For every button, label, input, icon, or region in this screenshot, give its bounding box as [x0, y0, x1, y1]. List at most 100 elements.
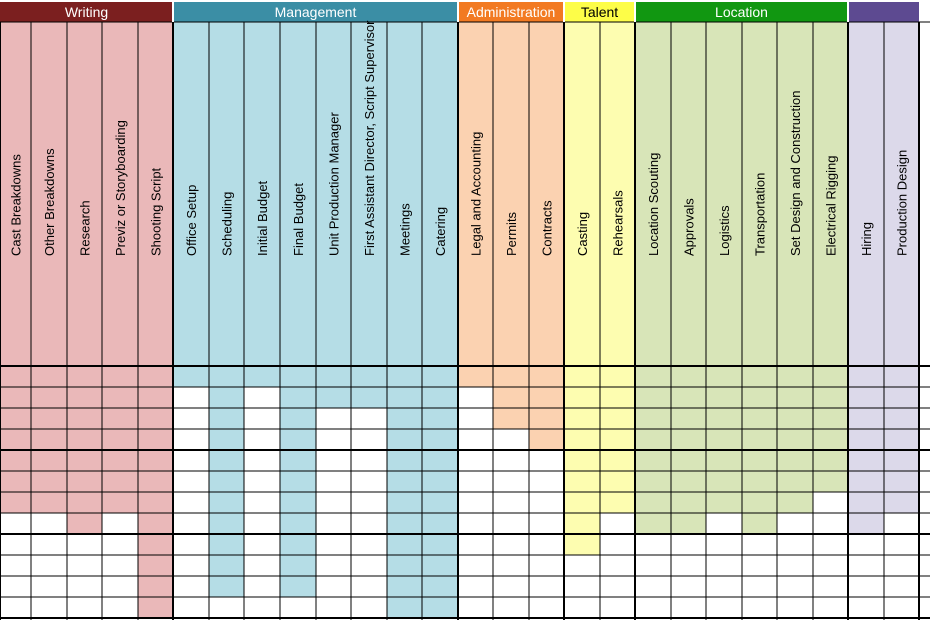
filled-cell[interactable] — [848, 429, 884, 450]
filled-cell[interactable] — [67, 366, 102, 387]
category-header-administration[interactable] — [458, 2, 564, 22]
filled-cell[interactable] — [31, 366, 67, 387]
filled-cell[interactable] — [564, 408, 600, 429]
filled-cell[interactable] — [600, 408, 635, 429]
filled-cell[interactable] — [848, 513, 884, 534]
filled-cell[interactable] — [600, 471, 635, 492]
filled-cell[interactable] — [671, 387, 706, 408]
filled-cell[interactable] — [387, 471, 422, 492]
filled-cell[interactable] — [0, 471, 31, 492]
filled-cell[interactable] — [600, 492, 635, 513]
column-header-other-breakdowns[interactable] — [31, 22, 67, 366]
filled-cell[interactable] — [742, 429, 777, 450]
filled-cell[interactable] — [67, 513, 102, 534]
category-header-management[interactable] — [173, 2, 458, 22]
filled-cell[interactable] — [280, 429, 316, 450]
filled-cell[interactable] — [67, 471, 102, 492]
column-header-rehearsals[interactable] — [600, 22, 635, 366]
filled-cell[interactable] — [280, 366, 316, 387]
filled-cell[interactable] — [884, 366, 919, 387]
filled-cell[interactable] — [671, 429, 706, 450]
filled-cell[interactable] — [67, 492, 102, 513]
filled-cell[interactable] — [67, 429, 102, 450]
filled-cell[interactable] — [209, 513, 244, 534]
category-header-unnamed[interactable] — [848, 2, 919, 22]
filled-cell[interactable] — [671, 471, 706, 492]
filled-cell[interactable] — [422, 450, 458, 471]
filled-cell[interactable] — [422, 387, 458, 408]
filled-cell[interactable] — [671, 513, 706, 534]
filled-cell[interactable] — [422, 576, 458, 597]
filled-cell[interactable] — [706, 408, 742, 429]
filled-cell[interactable] — [102, 387, 138, 408]
filled-cell[interactable] — [884, 471, 919, 492]
filled-cell[interactable] — [280, 408, 316, 429]
filled-cell[interactable] — [173, 366, 209, 387]
filled-cell[interactable] — [813, 450, 848, 471]
filled-cell[interactable] — [706, 492, 742, 513]
filled-cell[interactable] — [777, 408, 813, 429]
filled-cell[interactable] — [529, 408, 564, 429]
filled-cell[interactable] — [138, 555, 173, 576]
filled-cell[interactable] — [422, 408, 458, 429]
filled-cell[interactable] — [706, 471, 742, 492]
filled-cell[interactable] — [635, 492, 671, 513]
filled-cell[interactable] — [209, 576, 244, 597]
filled-cell[interactable] — [813, 387, 848, 408]
column-header-office-setup[interactable] — [173, 22, 209, 366]
filled-cell[interactable] — [138, 534, 173, 555]
filled-cell[interactable] — [102, 366, 138, 387]
column-header-electrical-rigging[interactable] — [813, 22, 848, 366]
column-header-final-budget[interactable] — [280, 22, 316, 366]
filled-cell[interactable] — [529, 366, 564, 387]
filled-cell[interactable] — [422, 513, 458, 534]
filled-cell[interactable] — [493, 366, 529, 387]
filled-cell[interactable] — [777, 471, 813, 492]
filled-cell[interactable] — [884, 450, 919, 471]
filled-cell[interactable] — [884, 387, 919, 408]
filled-cell[interactable] — [102, 429, 138, 450]
filled-cell[interactable] — [280, 492, 316, 513]
filled-cell[interactable] — [0, 492, 31, 513]
filled-cell[interactable] — [742, 387, 777, 408]
category-header-talent[interactable] — [564, 2, 635, 22]
filled-cell[interactable] — [742, 450, 777, 471]
filled-cell[interactable] — [280, 450, 316, 471]
filled-cell[interactable] — [848, 450, 884, 471]
filled-cell[interactable] — [31, 429, 67, 450]
filled-cell[interactable] — [102, 450, 138, 471]
column-header-shooting-script[interactable] — [138, 22, 173, 366]
filled-cell[interactable] — [209, 492, 244, 513]
column-header-production-design[interactable] — [884, 22, 919, 366]
filled-cell[interactable] — [671, 450, 706, 471]
filled-cell[interactable] — [813, 366, 848, 387]
filled-cell[interactable] — [706, 366, 742, 387]
filled-cell[interactable] — [884, 492, 919, 513]
filled-cell[interactable] — [67, 450, 102, 471]
filled-cell[interactable] — [209, 429, 244, 450]
filled-cell[interactable] — [209, 534, 244, 555]
filled-cell[interactable] — [138, 492, 173, 513]
filled-cell[interactable] — [848, 492, 884, 513]
filled-cell[interactable] — [31, 450, 67, 471]
filled-cell[interactable] — [564, 471, 600, 492]
filled-cell[interactable] — [280, 513, 316, 534]
filled-cell[interactable] — [280, 471, 316, 492]
filled-cell[interactable] — [138, 513, 173, 534]
category-header-writing[interactable] — [0, 2, 173, 22]
filled-cell[interactable] — [244, 366, 280, 387]
filled-cell[interactable] — [316, 366, 351, 387]
filled-cell[interactable] — [493, 387, 529, 408]
filled-cell[interactable] — [848, 471, 884, 492]
filled-cell[interactable] — [387, 534, 422, 555]
filled-cell[interactable] — [848, 366, 884, 387]
filled-cell[interactable] — [529, 429, 564, 450]
filled-cell[interactable] — [493, 408, 529, 429]
filled-cell[interactable] — [777, 366, 813, 387]
filled-cell[interactable] — [813, 408, 848, 429]
column-header-logistics[interactable] — [706, 22, 742, 366]
filled-cell[interactable] — [138, 387, 173, 408]
filled-cell[interactable] — [0, 429, 31, 450]
filled-cell[interactable] — [777, 387, 813, 408]
filled-cell[interactable] — [564, 387, 600, 408]
